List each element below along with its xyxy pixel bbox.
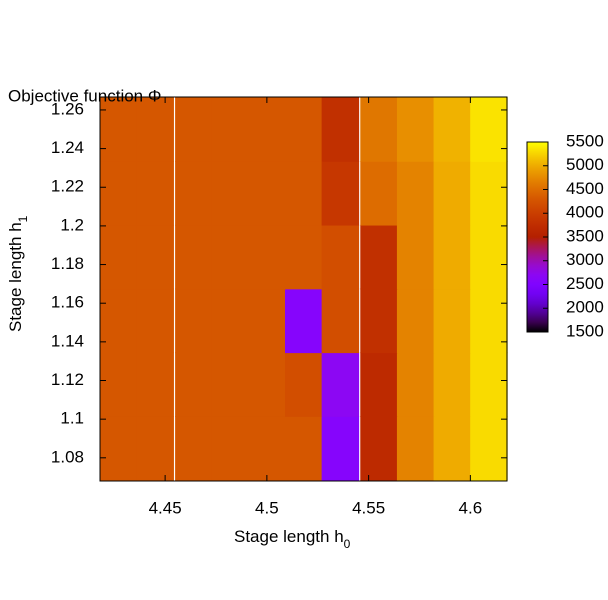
colorbar-tick-label: 4500 (566, 179, 604, 198)
heatmap-cell (99, 352, 138, 417)
heatmap-cell (433, 288, 472, 354)
colorbar-tick-label: 5500 (566, 131, 604, 150)
heatmap-cell (433, 161, 472, 226)
y-tick-label: 1.1 (60, 409, 84, 428)
heatmap-cell (321, 97, 360, 162)
heatmap-cell (248, 288, 286, 354)
x-axis-label-subscript: 0 (344, 537, 351, 551)
heatmap-cell (321, 288, 360, 354)
y-axis-label-text: Stage length h (6, 222, 25, 332)
colorbar-tick-label: 1500 (566, 321, 604, 340)
heatmap-cell (211, 352, 250, 417)
heatmap-cell (470, 97, 508, 162)
heatmap-cell (248, 416, 286, 481)
heatmap-cell (99, 416, 138, 481)
heatmap-cell (175, 288, 213, 354)
heatmap-cell (248, 352, 286, 417)
y-tick-label: 1.08 (51, 447, 84, 466)
heatmap-cell (285, 288, 323, 354)
heatmap-cell (136, 288, 174, 354)
heatmap-cell (396, 288, 435, 354)
heatmap-cell (175, 224, 213, 290)
y-tick-label: 1.18 (51, 254, 84, 273)
x-axis-label-text: Stage length h (234, 527, 344, 546)
heatmap-cell (433, 352, 472, 417)
heatmap-cell (248, 161, 286, 226)
x-tick-label: 4.55 (352, 498, 385, 517)
colorbar-tick-label: 2000 (566, 298, 604, 317)
heatmap-cell (321, 416, 360, 481)
heatmap-cell (470, 288, 508, 354)
heatmap-cell (360, 161, 398, 226)
y-tick-label: 1.24 (51, 138, 84, 157)
y-tick-label: 1.14 (51, 331, 84, 350)
heatmap-cell (248, 224, 286, 290)
heatmap-cell (211, 288, 250, 354)
y-tick-label: 1.22 (51, 177, 84, 196)
heatmap-cell (211, 224, 250, 290)
heatmap-cell (248, 97, 286, 162)
y-axis-label-subscript: 1 (16, 215, 30, 222)
heatmap-cell (211, 161, 250, 226)
heatmap-cell (360, 288, 398, 354)
heatmap-cell (321, 352, 360, 417)
y-tick-label: 1.2 (60, 215, 84, 234)
heatmap-cell (136, 224, 174, 290)
chart-title: Objective function Φ (8, 86, 161, 105)
heatmap-cell (396, 416, 435, 481)
heatmap-cell (360, 416, 398, 481)
heatmap-cell (433, 416, 472, 481)
y-axis-label: Stage length h1 (6, 215, 30, 332)
heatmap-cell (175, 161, 213, 226)
y-tick-label: 1.12 (51, 370, 84, 389)
y-tick-label: 1.26 (51, 99, 84, 118)
heatmap-cell (175, 97, 213, 162)
heatmap-cell (285, 352, 323, 417)
heatmap-cell (136, 416, 174, 481)
heatmap-cell (99, 224, 138, 290)
x-tick-label: 4.6 (459, 498, 483, 517)
heatmap-cell (396, 224, 435, 290)
heatmap-cell (396, 352, 435, 417)
x-tick-label: 4.5 (255, 498, 279, 517)
heatmap-cell (470, 161, 508, 226)
heatmap-cell (99, 288, 138, 354)
heatmap-cell (396, 161, 435, 226)
heatmap-cell (211, 97, 250, 162)
heatmap-cell (285, 161, 323, 226)
y-tick-label: 1.16 (51, 293, 84, 312)
heatmap-cell (433, 97, 472, 162)
colorbar-tick-label: 3500 (566, 226, 604, 245)
heatmap-cell (321, 161, 360, 226)
heatmap-cell (470, 352, 508, 417)
heatmap-cell (396, 97, 435, 162)
heatmap-cell (433, 224, 472, 290)
heatmap-cell (321, 224, 360, 290)
heatmap-cell (285, 416, 323, 481)
heatmap-cell (136, 97, 174, 162)
heatmap-cell (175, 352, 213, 417)
x-axis-label: Stage length h0 (234, 527, 351, 551)
heatmap-cell (285, 97, 323, 162)
heatmap-cell (285, 224, 323, 290)
heatmap-cell (470, 416, 508, 481)
colorbar-tick-label: 3000 (566, 250, 604, 269)
heatmap-cell (360, 224, 398, 290)
plot-frame (99, 96, 508, 482)
colorbar-tick-label: 4000 (566, 203, 604, 222)
heatmap-cell (470, 224, 508, 290)
heatmap-cell (99, 97, 138, 162)
colorbar-tick-label: 2500 (566, 274, 604, 293)
colorbar-tick-label: 5000 (566, 155, 604, 174)
heatmap-cell (211, 416, 250, 481)
heatmap-cell (136, 161, 174, 226)
heatmap-cell (175, 416, 213, 481)
heatmap-cell (360, 352, 398, 417)
heatmap-cell (99, 161, 138, 226)
x-tick-label: 4.45 (149, 498, 182, 517)
heatmap-cell (136, 352, 174, 417)
heatmap-cell (360, 97, 398, 162)
